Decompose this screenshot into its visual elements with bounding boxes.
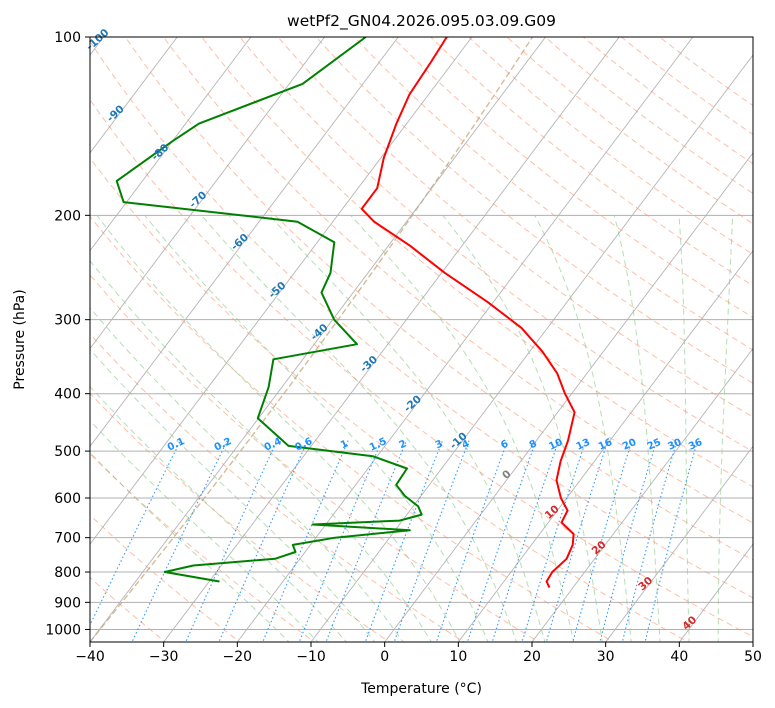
mixing-ratio-line (521, 440, 587, 642)
mixing-ratio-label: 3 (434, 438, 445, 451)
moist-adiabat (717, 215, 734, 642)
moist-adiabat (96, 214, 461, 642)
plot-frame (89, 36, 754, 643)
moist-adiabat (90, 259, 432, 642)
x-tick-label: 0 (380, 649, 389, 665)
moist-adiabat (90, 451, 290, 642)
dry-adiabat (353, 37, 753, 351)
mixing-ratio-line (572, 440, 633, 642)
dry-adiabat (391, 37, 753, 319)
reference-grid (90, 37, 753, 642)
mixing-ratio-label: 30 (666, 437, 683, 453)
isotherm (457, 249, 753, 642)
isotherm (163, 37, 620, 642)
mixing-ratio-line (262, 440, 349, 642)
mixing-ratio-label: 8 (528, 438, 539, 451)
mixing-ratio-line (298, 440, 383, 642)
x-tick-label: 10 (449, 649, 467, 665)
y-tick-label: 200 (54, 208, 81, 224)
y-tick-label: 700 (54, 531, 81, 547)
mixing-ratio-label: 25 (646, 437, 663, 453)
y-tick-label: 900 (54, 595, 81, 611)
x-tick-label: 50 (744, 649, 762, 665)
mixing-ratio-label: 4 (460, 438, 471, 451)
y-tick-label: 100 (54, 30, 81, 46)
mixing-ratio-label: 6 (499, 438, 510, 451)
dry-adiabat (162, 37, 753, 524)
isotherm (90, 37, 252, 252)
mixing-ratio-line (621, 440, 678, 642)
mixing-ratio-line (491, 440, 560, 642)
temperature-profile-line (360, 37, 576, 589)
mixing-ratio-line (644, 440, 699, 642)
isotherm (384, 152, 753, 642)
mixing-ratio-label: 1 (339, 438, 350, 451)
x-tick-label: −30 (149, 649, 179, 665)
moist-adiabat (678, 215, 690, 642)
y-tick-label: 500 (54, 444, 81, 460)
chart-title: wetPf2_GN04.2026.095.03.09.G09 (287, 12, 556, 31)
isotherm (605, 445, 753, 642)
y-tick-label: 400 (54, 387, 81, 403)
dry-adiabat (315, 37, 753, 384)
isotherm (90, 37, 399, 448)
x-tick-label: 20 (523, 649, 541, 665)
y-tick-label: 800 (54, 565, 81, 581)
mixing-ratio-label: 16 (597, 437, 614, 453)
dry-adiabat (201, 37, 753, 488)
mixing-ratio-line (466, 440, 537, 642)
y-tick-label: 1000 (45, 622, 81, 638)
mixing-ratio-line (599, 440, 658, 642)
dry-adiabat (124, 37, 753, 561)
x-axis-label: Temperature (°C) (360, 681, 482, 697)
moist-adiabat (269, 214, 546, 642)
isotherm (310, 54, 753, 642)
x-tick-label: 40 (670, 649, 688, 665)
lcl-curve (90, 37, 534, 642)
x-tick-label: −20 (223, 649, 253, 665)
isotherm (531, 347, 753, 642)
dry-adiabat (90, 98, 753, 638)
y-tick-label: 600 (54, 491, 81, 507)
isotherm (90, 37, 473, 545)
axes: −40 −30 −20 −10 0 10 20 30 40 50 100 200 300 400 500 60… (45, 30, 762, 665)
mixing-ratio-label: 20 (621, 437, 638, 453)
x-tick-label: 30 (597, 649, 615, 665)
isotherm (90, 37, 546, 642)
moist-adiabat (442, 214, 603, 642)
mixing-ratio-label: 10 (547, 437, 564, 453)
x-tick-label: −10 (296, 649, 326, 665)
moist-adiabat (90, 420, 319, 642)
profile-lines (115, 37, 576, 589)
dewpoint-profile-line (115, 37, 423, 583)
moist-adiabat (90, 348, 376, 642)
mixing-ratio-line (325, 440, 407, 642)
mixing-ratio-line (131, 440, 228, 642)
moist-adiabat (613, 215, 661, 642)
mixing-ratio-label: 2 (398, 438, 409, 451)
isotherm (90, 37, 178, 154)
y-axis-label: Pressure (hPa) (12, 289, 28, 389)
moist-adiabat (534, 215, 632, 642)
moist-adiabat (90, 385, 347, 642)
y-tick-label: 300 (54, 313, 81, 329)
isotherm (90, 37, 325, 350)
moist-adiabat (350, 214, 575, 642)
mixing-ratio-label: 13 (575, 437, 592, 453)
x-tick-label: −40 (75, 649, 105, 665)
mixing-ratio-label: 36 (687, 437, 704, 453)
dry-adiabat (90, 40, 753, 599)
